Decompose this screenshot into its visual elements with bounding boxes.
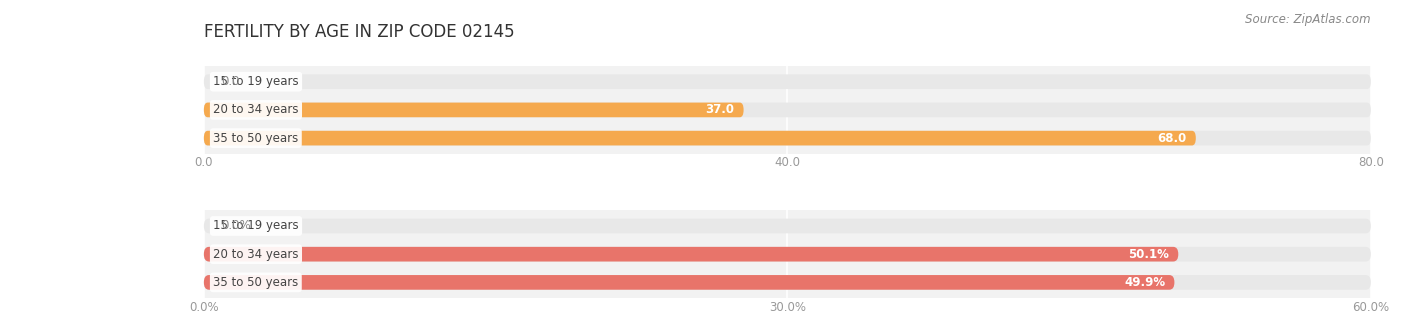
- Text: 15 to 19 years: 15 to 19 years: [214, 75, 299, 88]
- FancyBboxPatch shape: [204, 275, 1174, 290]
- FancyBboxPatch shape: [204, 103, 1371, 117]
- Text: Source: ZipAtlas.com: Source: ZipAtlas.com: [1246, 13, 1371, 26]
- Text: 15 to 19 years: 15 to 19 years: [214, 219, 299, 232]
- FancyBboxPatch shape: [204, 247, 1178, 261]
- Text: 0.0: 0.0: [221, 75, 240, 88]
- FancyBboxPatch shape: [204, 247, 1371, 261]
- Text: 50.1%: 50.1%: [1128, 248, 1168, 261]
- Text: 37.0: 37.0: [706, 103, 734, 117]
- FancyBboxPatch shape: [204, 103, 744, 117]
- FancyBboxPatch shape: [204, 219, 1371, 233]
- FancyBboxPatch shape: [204, 275, 1371, 290]
- FancyBboxPatch shape: [204, 131, 1371, 145]
- Text: 35 to 50 years: 35 to 50 years: [214, 276, 298, 289]
- Text: 20 to 34 years: 20 to 34 years: [214, 103, 298, 117]
- Text: 49.9%: 49.9%: [1123, 276, 1166, 289]
- Text: FERTILITY BY AGE IN ZIP CODE 02145: FERTILITY BY AGE IN ZIP CODE 02145: [204, 23, 515, 41]
- FancyBboxPatch shape: [204, 74, 1371, 89]
- FancyBboxPatch shape: [204, 131, 1197, 145]
- Text: 20 to 34 years: 20 to 34 years: [214, 248, 298, 261]
- Text: 68.0: 68.0: [1157, 132, 1187, 145]
- Text: 35 to 50 years: 35 to 50 years: [214, 132, 298, 145]
- Text: 0.0%: 0.0%: [221, 219, 252, 232]
